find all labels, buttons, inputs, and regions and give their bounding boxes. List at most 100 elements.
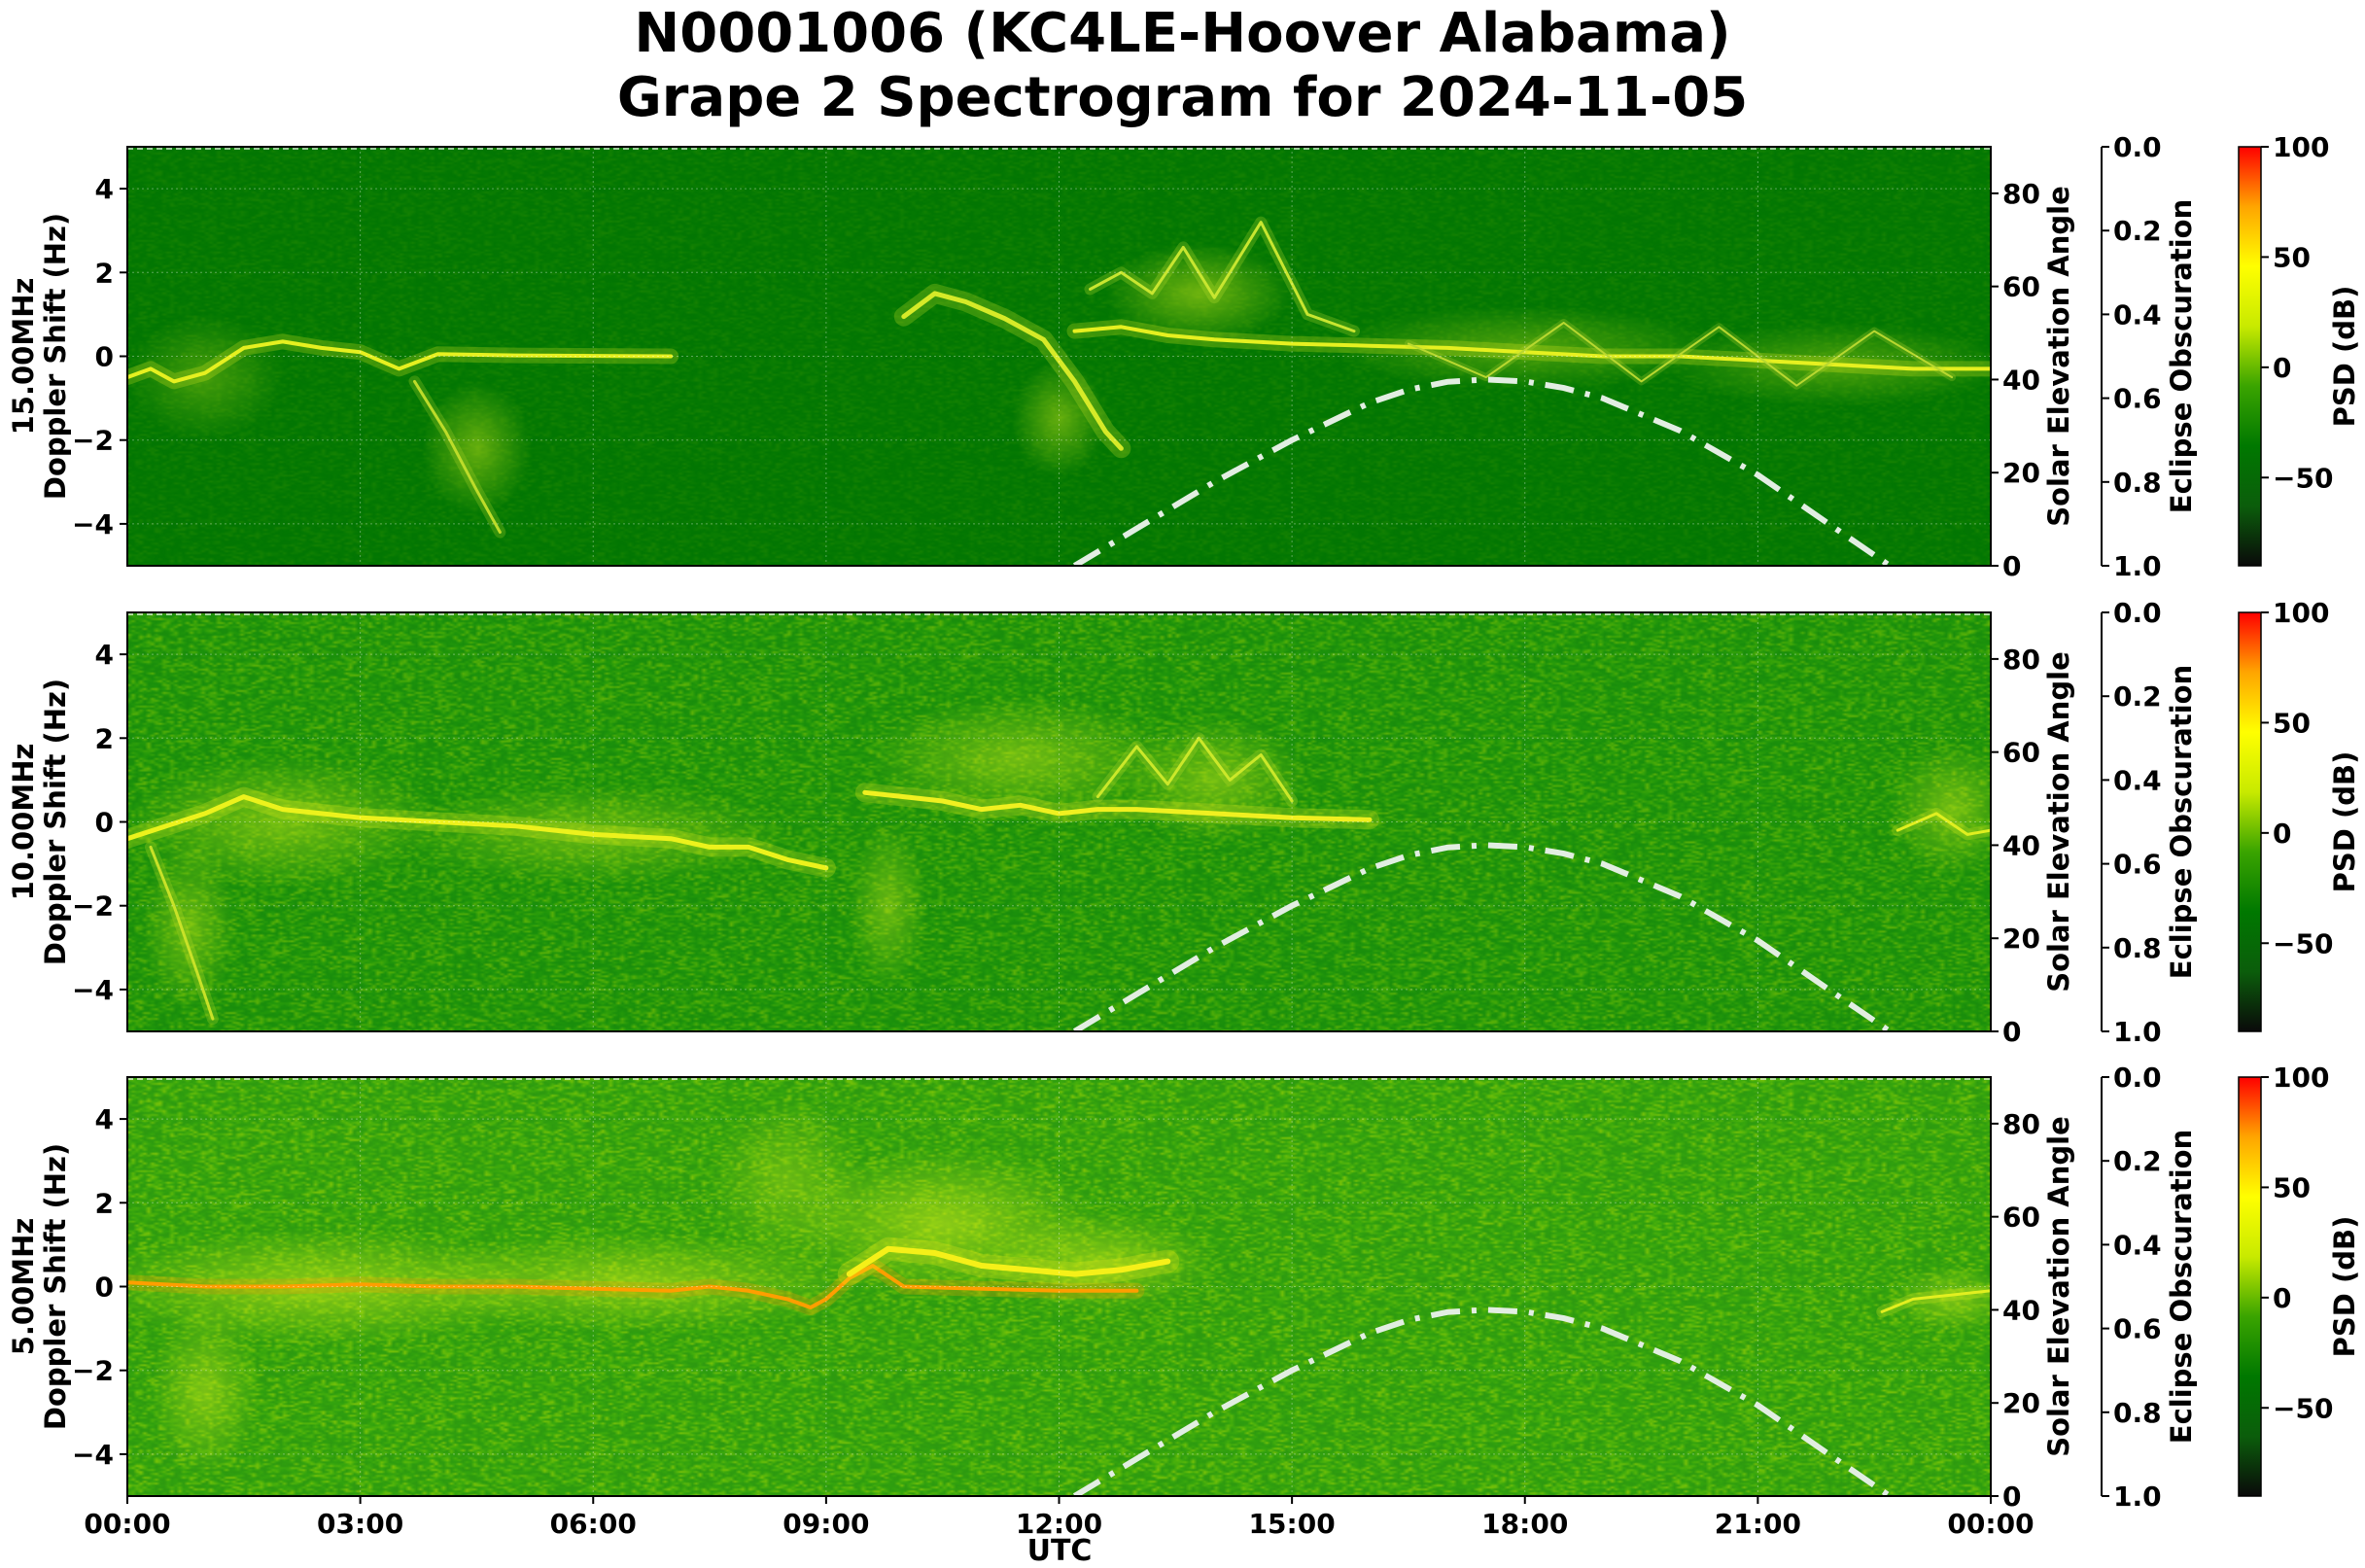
- y-axis-label-frequency: 5.00MHz: [7, 1218, 40, 1356]
- x-tick-label: 18:00: [1481, 1508, 1568, 1540]
- y-axis-label: 10.00MHzDoppler Shift (Hz): [7, 679, 72, 965]
- colorbar-tick-label: −50: [2273, 927, 2333, 959]
- signal-trace: [127, 1264, 1139, 1309]
- signal-trace: [1089, 221, 1356, 333]
- y-tick-label: 2: [95, 257, 114, 289]
- colorbar: [2238, 146, 2262, 567]
- eclipse-tick-label: 1.0: [2113, 1016, 2162, 1048]
- y-axis-label-units: Doppler Shift (Hz): [39, 679, 72, 965]
- right-tick-label: 80: [2002, 1108, 2040, 1140]
- right-tick-label: 0: [2002, 1481, 2021, 1513]
- right-tick-label: 0: [2002, 1016, 2021, 1048]
- signal-glow: [127, 314, 283, 440]
- signal-trace: [1880, 1289, 1991, 1313]
- eclipse-tick-label: 0.8: [2113, 1397, 2162, 1429]
- y-axis-label-units: Doppler Shift (Hz): [39, 213, 72, 500]
- eclipse-obscuration-label: Eclipse Obscuration: [2165, 1130, 2198, 1444]
- colorbar-tick-label: 50: [2273, 1171, 2311, 1203]
- signal-glow: [150, 1307, 260, 1476]
- eclipse-tick-label: 0.0: [2113, 597, 2162, 629]
- y-axis-label-frequency: 15.00MHz: [7, 278, 40, 436]
- figure-title-line1: N0001006 (KC4LE-Hoover Alabama): [634, 2, 1731, 65]
- y-tick-label: 2: [95, 1187, 114, 1219]
- y-tick-label: −4: [72, 508, 114, 540]
- colorbar: [2238, 611, 2262, 1032]
- solar-elevation-label: Solar Elevation Angle: [2042, 651, 2075, 993]
- y-axis-label-frequency: 10.00MHz: [7, 744, 40, 901]
- eclipse-tick-label: 0.0: [2113, 1062, 2162, 1094]
- solar-elevation-label: Solar Elevation Angle: [2042, 1116, 2075, 1457]
- signal-trace: [127, 339, 674, 384]
- eclipse-tick-label: 0.4: [2113, 764, 2162, 796]
- solar-elevation-curve: [1072, 842, 1892, 1031]
- x-tick-label: 06:00: [550, 1508, 637, 1540]
- signal-glow: [422, 381, 532, 516]
- right-tick-label: 60: [2002, 271, 2040, 303]
- y-axis-label: 15.00MHzDoppler Shift (Hz): [7, 213, 72, 500]
- colorbar-tick-label: −50: [2273, 462, 2333, 494]
- solar-elevation-curve: [1072, 1307, 1892, 1496]
- signal-glow: [710, 1098, 865, 1266]
- y-tick-label: 0: [95, 1272, 114, 1304]
- colorbar-tick-label: 0: [2273, 352, 2291, 384]
- panels-layer: 420−2−415.00MHzDoppler Shift (Hz)0204060…: [7, 131, 2361, 1540]
- colorbar-tick-label: 50: [2273, 241, 2311, 273]
- right-tick-label: 40: [2002, 829, 2040, 861]
- panel-1: 420−2−410.00MHzDoppler Shift (Hz)0204060…: [7, 597, 2361, 1048]
- colorbar-label: PSD (dB): [2328, 751, 2361, 893]
- x-tick-label: 03:00: [317, 1508, 403, 1540]
- colorbar: [2238, 1076, 2262, 1497]
- signal-trace: [413, 379, 502, 534]
- panel-0: 420−2−415.00MHzDoppler Shift (Hz)0204060…: [7, 131, 2361, 582]
- signal-trace: [149, 845, 215, 1021]
- x-tick-label: 09:00: [783, 1508, 869, 1540]
- colorbar-tick-label: 50: [2273, 707, 2311, 739]
- right-tick-label: 0: [2002, 550, 2021, 582]
- x-tick-label: 12:00: [1016, 1508, 1102, 1540]
- colorbar-tick-label: 100: [2273, 597, 2329, 629]
- x-axis-label: UTC: [1027, 1534, 1093, 1568]
- eclipse-tick-label: 0.0: [2113, 131, 2162, 163]
- y-tick-label: −2: [72, 890, 114, 923]
- x-tick-label: 15:00: [1249, 1508, 1336, 1540]
- y-tick-label: 0: [95, 807, 114, 839]
- signal-glow: [1331, 305, 1720, 390]
- signal-glow: [1105, 243, 1293, 344]
- signal-glow: [864, 696, 1176, 822]
- signal-trace: [1096, 736, 1294, 803]
- signal-trace: [1895, 812, 1991, 836]
- signal-glow: [1890, 742, 1991, 877]
- solar-elevation-label: Solar Elevation Angle: [2042, 186, 2075, 527]
- right-tick-label: 80: [2002, 178, 2040, 210]
- right-tick-label: 20: [2002, 1387, 2040, 1419]
- signal-trace: [127, 794, 829, 871]
- eclipse-tick-label: 0.4: [2113, 298, 2162, 331]
- y-tick-label: 4: [95, 639, 114, 671]
- eclipse-tick-label: 0.2: [2113, 1145, 2162, 1177]
- right-tick-label: 40: [2002, 364, 2040, 396]
- signal-trace: [846, 1245, 1171, 1277]
- signal-trace: [1072, 325, 1991, 371]
- spectrogram-plot: [127, 612, 1991, 1031]
- colorbar-tick-label: 100: [2273, 1062, 2329, 1094]
- spectrogram-plot: [127, 147, 1991, 566]
- eclipse-obscuration-label: Eclipse Obscuration: [2165, 199, 2198, 513]
- x-tick-label: 21:00: [1715, 1508, 1801, 1540]
- signal-glow: [981, 1210, 1215, 1312]
- colorbar-tick-label: 100: [2273, 131, 2329, 163]
- y-tick-label: −2: [72, 425, 114, 457]
- y-tick-label: 4: [95, 1103, 114, 1135]
- colorbar-tick-label: −50: [2273, 1392, 2333, 1424]
- x-tick-label: 00:00: [1947, 1508, 2034, 1540]
- signal-trace: [1407, 322, 1954, 387]
- eclipse-tick-label: 0.2: [2113, 215, 2162, 247]
- figure-title-line2: Grape 2 Spectrogram for 2024-11-05: [616, 66, 1749, 129]
- y-axis-label: 5.00MHzDoppler Shift (Hz): [7, 1143, 72, 1430]
- eclipse-tick-label: 0.6: [2113, 383, 2162, 415]
- colorbar-label: PSD (dB): [2328, 286, 2361, 428]
- y-tick-label: −4: [72, 974, 114, 1006]
- colorbar-tick-label: 0: [2273, 818, 2291, 850]
- eclipse-tick-label: 1.0: [2113, 1481, 2162, 1513]
- signal-trace: [901, 291, 1124, 451]
